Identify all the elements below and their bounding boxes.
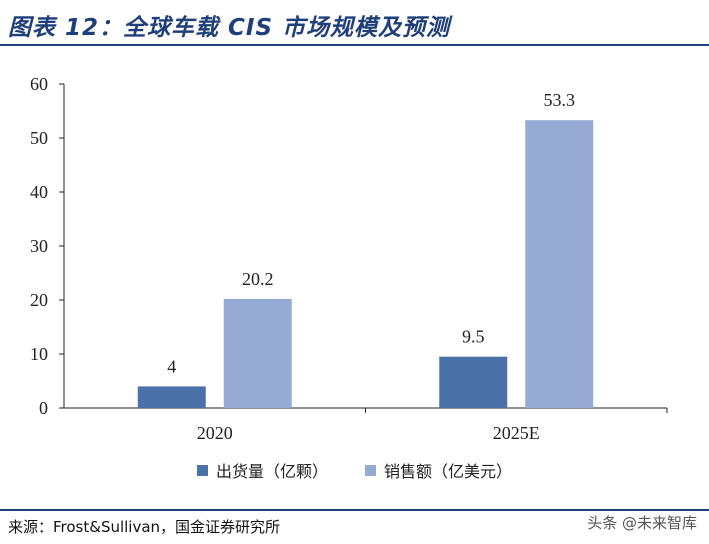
- bar-sales: [525, 120, 594, 409]
- y-tick-label: 20: [30, 290, 48, 310]
- legend: 出货量（亿颗） 销售额（亿美元）: [0, 458, 709, 482]
- legend-label-shipments: 出货量（亿颗）: [215, 462, 328, 481]
- legend-swatch-sales: [365, 464, 377, 476]
- bar-chart: 0 10 20 30 40 50 60 2020 4 20.2 2025E 9.5 53.3: [30, 74, 668, 443]
- y-tick-label: 50: [30, 128, 48, 148]
- y-tick-label: 0: [39, 398, 48, 418]
- data-label: 9.5: [462, 327, 485, 347]
- y-tick-label: 60: [30, 74, 48, 94]
- chart-title: 图表 12：全球车载 CIS 市场规模及预测: [8, 15, 451, 41]
- y-tick-label: 40: [30, 182, 48, 202]
- y-tick-label: 30: [30, 236, 48, 256]
- x-tick-label: 2025E: [493, 423, 540, 443]
- title-rule: [0, 44, 709, 46]
- source-note: 来源：Frost&Sullivan，国金证券研究所: [8, 518, 281, 536]
- watermark: 头条 @未来智库: [547, 512, 697, 533]
- legend-label-sales: 销售额（亿美元）: [384, 462, 513, 481]
- footer-rule: [0, 509, 709, 511]
- legend-item-shipments: 出货量（亿颗）: [196, 458, 328, 482]
- x-tick-label: 2020: [197, 423, 233, 443]
- data-label: 20.2: [242, 269, 274, 289]
- bar-shipments: [137, 386, 206, 408]
- watermark-text: 头条 @未来智库: [587, 514, 697, 532]
- data-label: 53.3: [544, 90, 576, 110]
- bar-shipments: [439, 356, 508, 408]
- data-label: 4: [167, 356, 176, 376]
- legend-item-sales: 销售额（亿美元）: [365, 458, 512, 482]
- y-tick-label: 10: [30, 344, 48, 364]
- legend-swatch-shipments: [196, 464, 208, 476]
- bar-sales: [223, 298, 292, 408]
